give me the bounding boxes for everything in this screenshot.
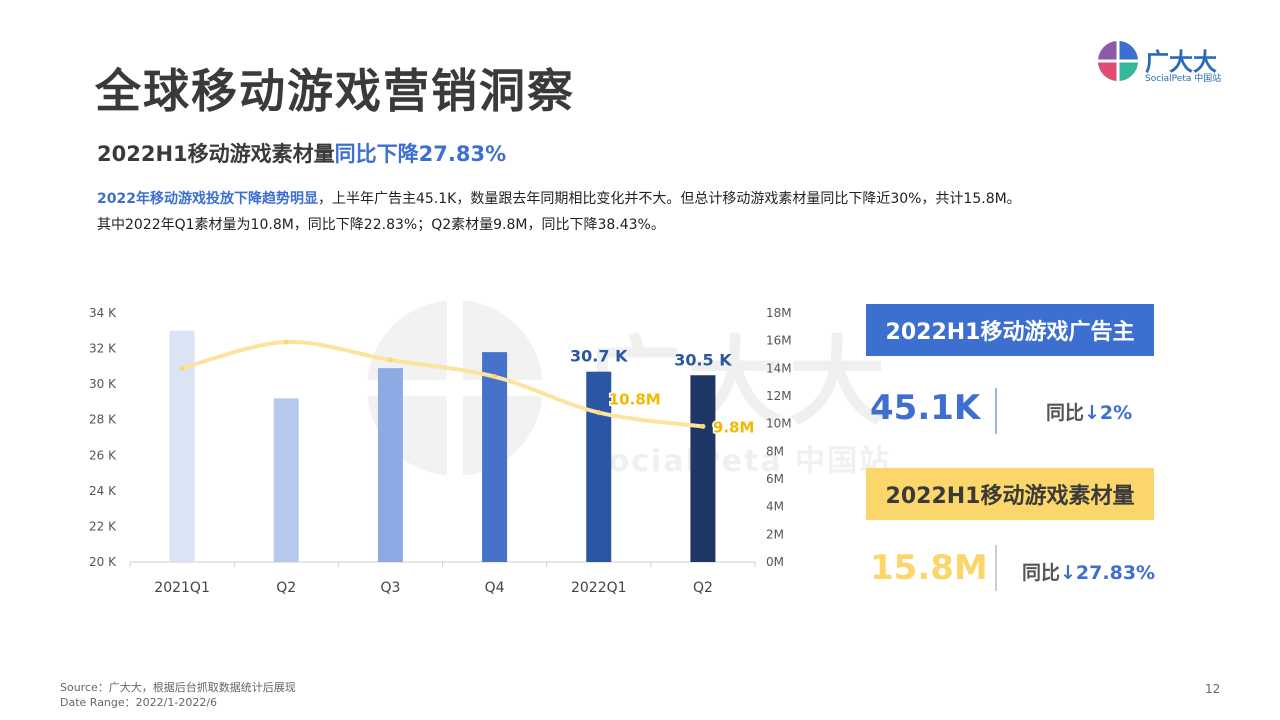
bar: [377, 368, 403, 562]
bar: [586, 371, 612, 562]
line-data-label: 9.8M: [713, 418, 755, 436]
creatives-kpi-value: 15.8M: [870, 548, 988, 588]
y-left-tick-label: 20 K: [89, 555, 117, 569]
logo-subtitle: SocialPeta 中国站: [1145, 74, 1222, 84]
y-right-tick-label: 16M: [766, 334, 792, 348]
bar: [482, 352, 508, 562]
x-tick-label: 2021Q1: [154, 580, 210, 596]
subtitle-prefix: 2022H1移动游戏素材量: [97, 142, 335, 166]
line-point: [283, 339, 289, 345]
advertisers-yoy: 同比↓2%: [1046, 398, 1132, 425]
creatives-yoy-value: ↓27.83%: [1060, 562, 1156, 584]
page-number: 12: [1205, 682, 1221, 696]
bar: [273, 398, 299, 562]
subtitle: 2022H1移动游戏素材量同比下降27.83%: [97, 138, 506, 168]
y-right-tick-label: 6M: [766, 472, 784, 486]
combo-chart: 20 K 22 K 24 K 26 K 28 K 30 K 32 K 34 K 0M 2M 4M 6M…: [89, 306, 792, 596]
date-range-note: Date Range：2022/1-2022/6: [60, 696, 218, 709]
y-right-tick-label: 0M: [766, 555, 784, 569]
creatives-yoy: 同比↓27.83%: [1022, 558, 1155, 585]
y-left-tick-label: 24 K: [89, 484, 117, 498]
line-point: [387, 357, 393, 363]
page-title: 全球移动游戏营销洞察: [95, 64, 575, 118]
y-right-tick-label: 2M: [766, 527, 784, 541]
y-left-tick-label: 30 K: [89, 377, 117, 391]
bar: [690, 375, 716, 562]
creatives-yoy-prefix: 同比: [1022, 562, 1061, 584]
description-line-1: 2022年移动游戏投放下降趋势明显，上半年广告主45.1K，数量跟去年同期相比变…: [97, 186, 1197, 212]
advertisers-yoy-prefix: 同比: [1046, 402, 1085, 424]
y-left-tick-label: 26 K: [89, 448, 117, 462]
x-tick-label: Q4: [485, 580, 505, 596]
y-left-tick-label: 32 K: [89, 342, 117, 356]
y-left-tick-label: 22 K: [89, 519, 117, 533]
x-tick-label: Q2: [276, 580, 296, 596]
creatives-kpi-label: 2022H1移动游戏素材量: [866, 468, 1154, 520]
logo: 广大大 SocialPeta 中国站: [1097, 40, 1227, 86]
logo-icon: [1098, 41, 1138, 81]
source-note: Source：广大大，根据后台抓取数据统计后展现: [60, 681, 296, 694]
kpi-divider: [995, 388, 997, 434]
x-tick-label: Q2: [693, 580, 713, 596]
description-line-2: 其中2022年Q1素材量为10.8M，同比下降22.83%；Q2素材量9.8M，…: [97, 217, 665, 233]
advertisers-yoy-value: ↓2%: [1084, 402, 1133, 424]
advertisers-kpi-label: 2022H1移动游戏广告主: [866, 304, 1154, 356]
description: 2022年移动游戏投放下降趋势明显，上半年广告主45.1K，数量跟去年同期相比变…: [97, 186, 1197, 238]
kpi-divider: [995, 545, 997, 591]
line-point: [179, 365, 185, 371]
y-right-tick-label: 14M: [766, 361, 792, 375]
y-right-tick-label: 8M: [766, 444, 784, 458]
footer: Source：广大大，根据后台抓取数据统计后展现 Date Range：2022…: [60, 680, 296, 710]
series-line: [180, 340, 705, 429]
bar-data-label: 30.5 K: [674, 350, 732, 369]
description-highlight: 2022年移动游戏投放下降趋势明显: [97, 191, 318, 207]
y-right-tick-label: 4M: [766, 500, 784, 514]
logo-name: 广大大: [1145, 48, 1217, 76]
y-right-tick-label: 12M: [766, 389, 792, 403]
y-right-tick-label: 10M: [766, 417, 792, 431]
y-right-tick-label: 18M: [766, 306, 792, 320]
advertisers-kpi-value: 45.1K: [870, 388, 981, 428]
bar-data-label: 30.7 K: [570, 347, 628, 366]
y-left-tick-label: 28 K: [89, 413, 117, 427]
subtitle-highlight: 同比下降27.83%: [334, 142, 507, 166]
x-tick-label: 2022Q1: [571, 580, 627, 596]
description-line-1-rest: ，上半年广告主45.1K，数量跟去年同期相比变化并不大。但总计移动游戏素材量同比…: [317, 191, 1021, 207]
line-point: [700, 423, 706, 429]
line-point: [596, 410, 602, 416]
line-data-label: 10.8M: [609, 391, 661, 409]
y-left-tick-label: 34 K: [89, 306, 117, 320]
x-tick-label: Q3: [380, 580, 400, 596]
line-point: [492, 374, 498, 380]
